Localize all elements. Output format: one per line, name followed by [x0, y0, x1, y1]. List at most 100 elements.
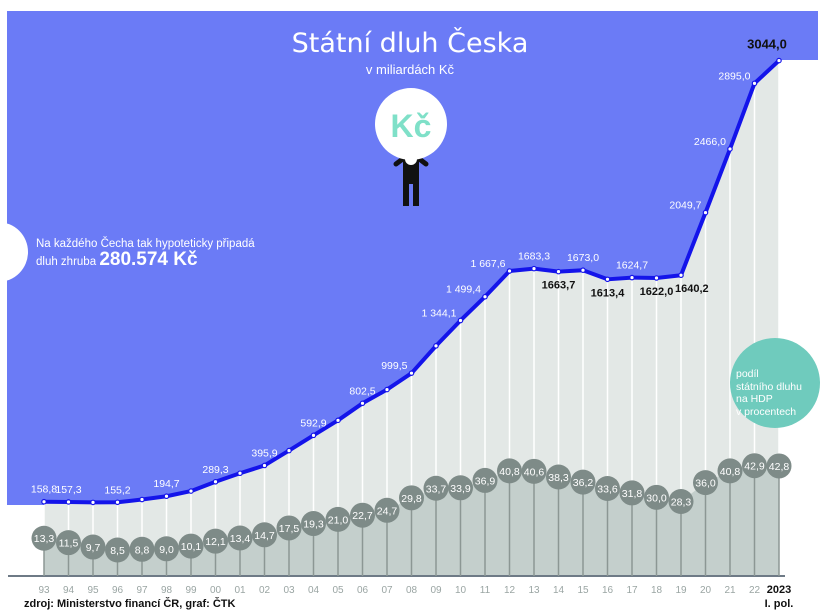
- year-label: 07: [381, 585, 393, 596]
- debt-label: 2895,0: [718, 70, 750, 82]
- year-label: 20: [700, 585, 712, 596]
- gdp-point: [374, 497, 400, 523]
- year-label: 01: [234, 585, 246, 596]
- gdp-point: [276, 515, 302, 541]
- gdp-label: 9,7: [86, 542, 101, 554]
- debt-point: [65, 499, 72, 505]
- debt-label: 3044,0: [747, 37, 787, 52]
- year-label: 03: [283, 585, 295, 596]
- debt-point: [212, 478, 219, 485]
- debt-point: [531, 265, 537, 272]
- gdp-label: 36,0: [695, 478, 716, 490]
- gdp-point: [129, 536, 155, 562]
- gdp-legend: podíl státního dluhu na HDP v procentech: [736, 368, 802, 418]
- debt-area: [44, 60, 779, 577]
- gdp-point: [350, 502, 375, 528]
- person-legs-gap: [409, 184, 413, 206]
- gdp-label: 40,8: [720, 466, 741, 478]
- debt-label: 1613,4: [591, 287, 626, 299]
- year-label: 15: [577, 585, 589, 596]
- year-label: 19: [675, 585, 687, 596]
- debt-panel: [7, 11, 818, 505]
- person-leg: [413, 178, 419, 206]
- debt-label: 2049,7: [669, 200, 701, 212]
- year-label: 11: [480, 585, 491, 596]
- year-label: 99: [185, 585, 197, 596]
- debt-point: [359, 400, 366, 407]
- gdp-point: [252, 522, 277, 548]
- debt-point: [482, 293, 488, 300]
- debt-label: 395,9: [251, 447, 277, 459]
- debt-point: [335, 417, 341, 424]
- gdp-label: 17,5: [279, 523, 300, 535]
- per-capita-amount: 280.574 Kč: [99, 249, 198, 270]
- gdp-point: [423, 475, 449, 501]
- gdp-label: 36,2: [573, 477, 594, 489]
- gdp-label: 12,1: [205, 536, 226, 548]
- year-label: 09: [430, 585, 442, 596]
- year-label: 98: [161, 585, 173, 596]
- year-label: 2023: [767, 584, 791, 596]
- debt-point: [433, 343, 439, 349]
- gdp-point: [448, 475, 473, 501]
- year-label: 18: [651, 585, 663, 596]
- gdp-point: [203, 528, 228, 554]
- year-label: 02: [259, 585, 271, 596]
- debt-label: 289,3: [202, 464, 228, 476]
- debt-label: 592,9: [300, 417, 326, 429]
- coin-label: Kč: [391, 108, 432, 144]
- debt-label: 1 667,6: [470, 258, 505, 270]
- gdp-label: 36,9: [475, 475, 496, 487]
- note-line-2: dluh zhruba: [36, 256, 97, 268]
- year-label: 96: [112, 585, 124, 596]
- debt-point: [629, 274, 635, 281]
- debt-label: 1622,0: [640, 286, 674, 298]
- gdp-label: 9,0: [159, 544, 174, 556]
- debt-point: [163, 493, 170, 500]
- gdp-label: 38,3: [548, 472, 569, 484]
- gdp-point: [154, 536, 179, 562]
- gdp-point: [105, 537, 130, 563]
- debt-point: [727, 146, 733, 152]
- gdp-point: [325, 506, 351, 532]
- gdp-point: [472, 467, 498, 493]
- legend-line: v procentech: [736, 405, 797, 418]
- year-label: 06: [357, 585, 369, 596]
- year-label: 22: [749, 585, 761, 596]
- debt-point: [702, 209, 709, 216]
- year-label: 13: [528, 585, 540, 596]
- year-label: 93: [38, 585, 50, 596]
- year-label: 04: [308, 585, 320, 596]
- decor-circle: [0, 222, 28, 282]
- debt-point: [653, 275, 660, 281]
- debt-point: [678, 272, 684, 279]
- debt-label: 1683,3: [518, 251, 550, 263]
- gdp-label: 29,8: [401, 493, 422, 505]
- debt-label: 2466,0: [694, 136, 726, 148]
- debt-label: 1640,2: [675, 283, 709, 295]
- debt-point: [114, 499, 121, 506]
- year-label: 10: [455, 585, 467, 596]
- chart-subtitle: v miliardách Kč: [365, 62, 455, 77]
- gdp-label: 8,5: [110, 545, 125, 557]
- debt-point: [506, 268, 513, 274]
- debt-point: [776, 57, 782, 64]
- debt-point: [555, 268, 562, 275]
- debt-point: [237, 470, 243, 477]
- debt-point: [457, 317, 464, 324]
- source-note: zdroj: Ministerstvo financí ČR, graf: ČT…: [24, 598, 236, 610]
- gdp-label: 33,9: [450, 483, 471, 495]
- debt-point: [310, 432, 317, 439]
- gdp-label: 8,8: [135, 544, 150, 556]
- gdp-point: [570, 469, 596, 495]
- debt-point: [408, 370, 415, 376]
- debt-point: [139, 496, 145, 503]
- debt-label: 1 499,4: [446, 284, 481, 296]
- gdp-point: [693, 470, 718, 496]
- person-holding-coin-icon: Kč: [375, 88, 447, 206]
- debt-label: 802,5: [349, 385, 375, 397]
- gdp-label: 14,7: [254, 530, 275, 542]
- gdp-label: 40,8: [499, 466, 520, 478]
